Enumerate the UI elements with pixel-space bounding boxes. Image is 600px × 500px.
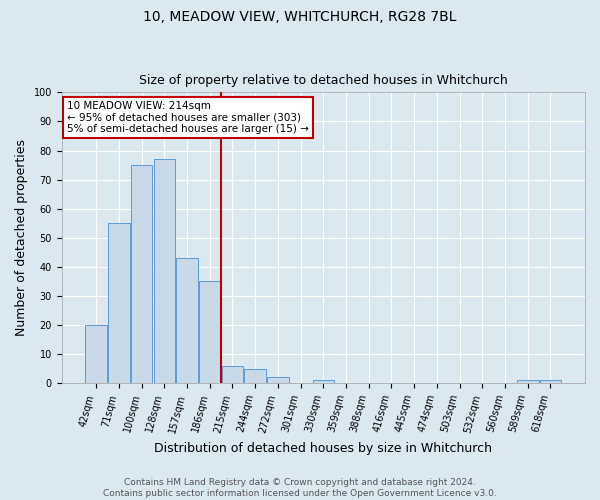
Bar (313, 380, 334, 383)
Bar (244, 368, 266, 383)
X-axis label: Distribution of detached houses by size in Whitchurch: Distribution of detached houses by size … (154, 442, 493, 455)
Title: Size of property relative to detached houses in Whitchurch: Size of property relative to detached ho… (139, 74, 508, 87)
Bar (176, 258, 198, 383)
Bar (517, 380, 539, 383)
Bar (131, 165, 152, 383)
Text: 10 MEADOW VIEW: 214sqm
← 95% of detached houses are smaller (303)
5% of semi-det: 10 MEADOW VIEW: 214sqm ← 95% of detached… (67, 101, 309, 134)
Bar (539, 380, 561, 383)
Bar (199, 282, 221, 383)
Bar (108, 223, 130, 383)
Text: 10, MEADOW VIEW, WHITCHURCH, RG28 7BL: 10, MEADOW VIEW, WHITCHURCH, RG28 7BL (143, 10, 457, 24)
Text: Contains HM Land Registry data © Crown copyright and database right 2024.
Contai: Contains HM Land Registry data © Crown c… (103, 478, 497, 498)
Bar (85, 325, 107, 383)
Y-axis label: Number of detached properties: Number of detached properties (15, 140, 28, 336)
Bar (267, 378, 289, 383)
Bar (154, 159, 175, 383)
Bar (222, 366, 243, 383)
